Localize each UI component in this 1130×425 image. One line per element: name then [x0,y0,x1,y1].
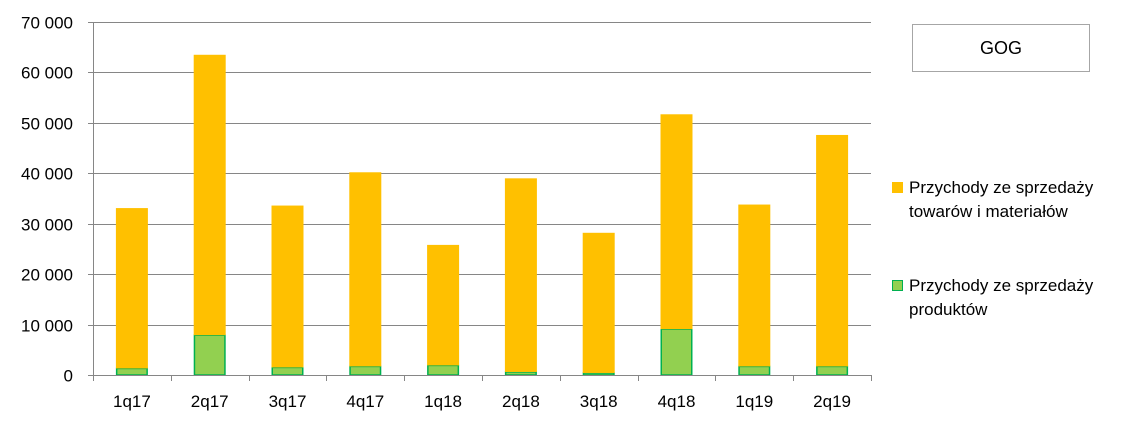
x-tick-label: 1q17 [113,392,151,411]
bar-towary [193,54,226,336]
bar-towary [660,114,693,330]
legend-swatch-produkty [892,280,903,291]
bar-towary [582,232,615,373]
x-tick-label: 3q18 [580,392,618,411]
legend-label-produkty: Przychody ze sprzedaży produktów [909,276,1094,319]
bar-produkty [816,365,849,376]
axes [88,22,872,381]
legend-item-produkty: Przychody ze sprzedaży produktów [892,274,1112,322]
y-tick-label: 60 000 [21,64,73,83]
x-tick-label: 2q19 [813,392,851,411]
legend: Przychody ze sprzedaży towarów i materia… [892,176,1112,224]
bar-produkty [193,334,226,376]
x-tick-labels: 1q17 2q17 3q17 4q17 1q18 2q18 3q18 4q18 1q19 2q19 [113,392,851,411]
legend-label-towary: Przychody ze sprzedaży towarów i materia… [909,178,1094,221]
bar-produkty [660,328,693,376]
bar-towary [427,244,460,366]
bar-towary [349,172,382,367]
legend-item-towary: Przychody ze sprzedaży towarów i materia… [892,176,1112,224]
y-tick-label: 50 000 [21,115,73,134]
bar-produkty [738,365,771,376]
bar-towary [738,204,771,367]
y-tick-label: 0 [64,367,73,386]
bar-towary [115,208,148,369]
bar-towary [504,178,537,372]
bar-produkty [427,364,460,376]
x-tick-label: 2q18 [502,392,540,411]
chart-title: GOG [912,24,1090,72]
bar-produkty [349,365,382,376]
y-tick-label: 30 000 [21,216,73,235]
x-tick-label: 4q17 [346,392,384,411]
y-tick-labels: 0 10 000 20 000 30 000 40 000 50 000 60 000 70 … [21,14,73,386]
bar-produkty [504,371,537,376]
x-tick-label: 1q19 [735,392,773,411]
x-tick-label: 3q17 [269,392,307,411]
bar-produkty [582,372,615,376]
x-tick-label: 1q18 [424,392,462,411]
legend-2: Przychody ze sprzedaży produktów [892,274,1112,322]
bars [115,54,849,376]
y-tick-label: 20 000 [21,266,73,285]
bar-produkty [115,367,148,376]
bar-towary [816,134,849,367]
x-tick-label: 4q18 [658,392,696,411]
y-tick-label: 10 000 [21,317,73,336]
bar-towary [271,205,304,368]
x-tick-label: 2q17 [191,392,229,411]
y-tick-label: 40 000 [21,165,73,184]
legend-swatch-towary [892,182,903,193]
y-tick-label: 70 000 [21,14,73,33]
bar-produkty [271,366,304,376]
